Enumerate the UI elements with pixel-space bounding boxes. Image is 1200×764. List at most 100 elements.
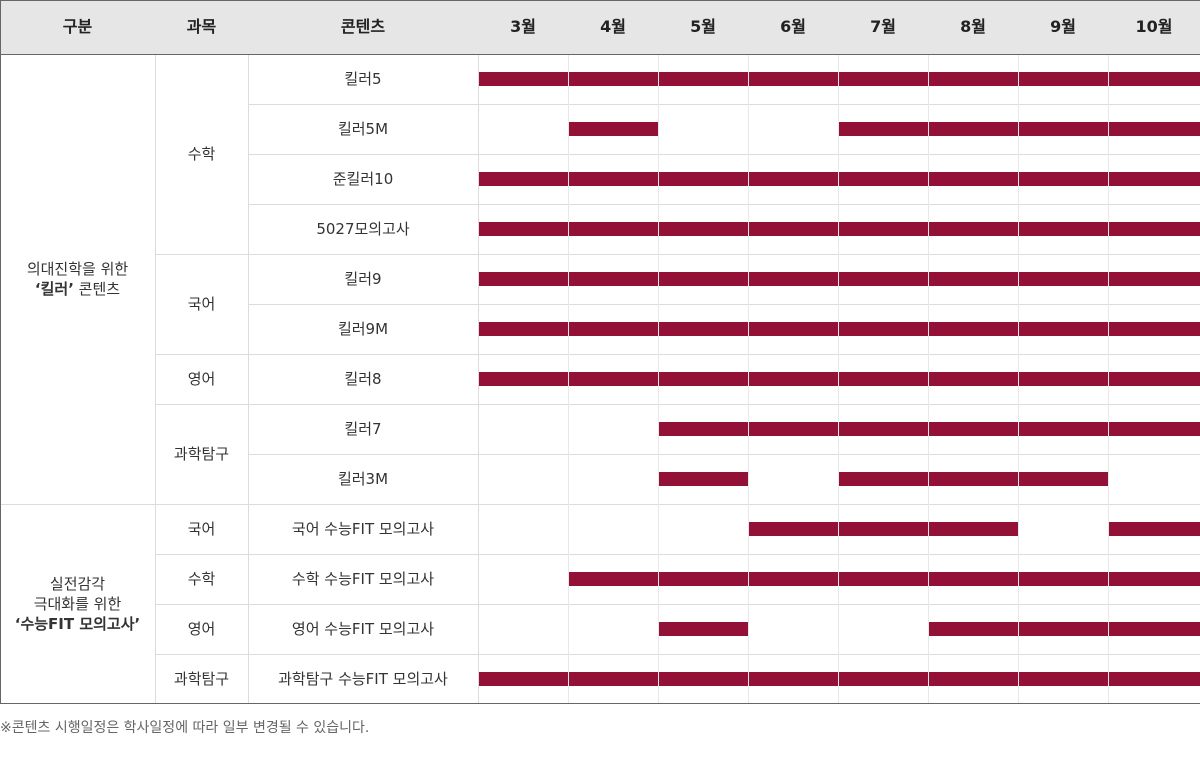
category-line: 의대진학을 위한 xyxy=(26,260,129,278)
schedule-bar xyxy=(1108,522,1200,536)
schedule-bar xyxy=(838,72,928,86)
footnote: ※콘텐츠 시행일정은 학사일정에 따라 일부 변경될 수 있습니다. xyxy=(0,720,370,736)
schedule-bar xyxy=(568,672,658,686)
schedule-bar xyxy=(928,72,1018,86)
category-line: 극대화를 위한 xyxy=(33,595,122,613)
category-line: ‘킬러’ 콘텐츠 xyxy=(34,280,121,298)
content-cell: 영어 수능FIT 모의고사 xyxy=(291,620,435,638)
content-cell: 5027모의고사 xyxy=(316,220,410,238)
schedule-bar xyxy=(568,172,658,186)
schedule-bar xyxy=(1018,322,1108,336)
schedule-bar xyxy=(838,122,928,136)
header-category: 구분 xyxy=(62,17,93,36)
header-month: 9월 xyxy=(1050,17,1076,36)
category-line: ‘수능FIT 모의고사’ xyxy=(15,614,140,634)
schedule-bar xyxy=(928,522,1018,536)
row-divider xyxy=(248,154,1200,155)
content-cell: 킬러8 xyxy=(344,370,382,388)
content-cell: 국어 수능FIT 모의고사 xyxy=(291,520,435,538)
schedule-bar xyxy=(658,222,748,236)
subject-divider xyxy=(155,654,1200,655)
schedule-bar xyxy=(478,272,568,286)
schedule-bar xyxy=(838,522,928,536)
subject-divider xyxy=(155,404,1200,405)
header-month: 5월 xyxy=(690,17,716,36)
schedule-bar xyxy=(1108,422,1200,436)
schedule-bar xyxy=(568,222,658,236)
header-subject: 과목 xyxy=(186,17,217,36)
schedule-bar xyxy=(478,72,568,86)
schedule-bar xyxy=(568,72,658,86)
header-content: 콘텐츠 xyxy=(340,17,386,36)
header-month: 3월 xyxy=(510,17,536,36)
header-month: 7월 xyxy=(870,17,896,36)
schedule-bar xyxy=(838,672,928,686)
schedule-bar xyxy=(838,572,928,586)
schedule-bar xyxy=(1108,572,1200,586)
schedule-bar xyxy=(658,322,748,336)
category-highlight: ‘킬러’ xyxy=(34,280,74,298)
schedule-bar xyxy=(928,322,1018,336)
schedule-bar xyxy=(1108,322,1200,336)
schedule-bar xyxy=(748,222,838,236)
schedule-bar xyxy=(1018,372,1108,386)
schedule-bar xyxy=(928,472,1018,486)
schedule-table: 구분 과목 콘텐츠 3월 4월 5월 6월 7월 8월 9월 10월 의대진학을 위한 ‘킬러’ 콘텐츠… xyxy=(0,0,1200,704)
schedule-bar xyxy=(1018,622,1108,636)
month-divider xyxy=(838,54,839,704)
schedule-bar xyxy=(838,322,928,336)
subject-divider xyxy=(155,604,1200,605)
month-divider xyxy=(658,54,659,704)
schedule-bar xyxy=(1108,172,1200,186)
category-cell: 의대진학을 위한 ‘킬러’ 콘텐츠 xyxy=(0,54,155,504)
schedule-bar xyxy=(658,172,748,186)
schedule-bar xyxy=(838,172,928,186)
row-divider xyxy=(248,454,1200,455)
schedule-bar xyxy=(838,422,928,436)
subject-divider xyxy=(155,554,1200,555)
schedule-bar xyxy=(1108,72,1200,86)
schedule-bar xyxy=(568,572,658,586)
schedule-bar xyxy=(478,172,568,186)
schedule-bar xyxy=(928,172,1018,186)
schedule-bar xyxy=(1018,472,1108,486)
schedule-bar xyxy=(1018,122,1108,136)
schedule-bar xyxy=(1018,422,1108,436)
schedule-bar xyxy=(1108,372,1200,386)
schedule-bar xyxy=(478,222,568,236)
schedule-bar xyxy=(1018,172,1108,186)
schedule-bar xyxy=(478,372,568,386)
content-cell: 수학 수능FIT 모의고사 xyxy=(291,570,435,588)
subject-cell: 국어 xyxy=(187,295,216,313)
schedule-bar xyxy=(1108,272,1200,286)
row-divider xyxy=(248,204,1200,205)
schedule-bar xyxy=(748,72,838,86)
subject-cell: 국어 xyxy=(187,520,216,538)
schedule-bar xyxy=(568,372,658,386)
schedule-bar xyxy=(838,372,928,386)
column-divider xyxy=(248,54,249,704)
schedule-bar xyxy=(478,322,568,336)
header-month: 4월 xyxy=(600,17,626,36)
schedule-bar xyxy=(928,272,1018,286)
subject-divider xyxy=(155,354,1200,355)
schedule-bar xyxy=(748,672,838,686)
schedule-bar xyxy=(568,272,658,286)
schedule-bar xyxy=(568,122,658,136)
schedule-bar xyxy=(928,622,1018,636)
header-bottom-border xyxy=(0,54,1200,55)
schedule-bar xyxy=(658,272,748,286)
schedule-bar xyxy=(658,622,748,636)
category-cell: 실전감각 극대화를 위한 ‘수능FIT 모의고사’ xyxy=(0,504,155,704)
schedule-bar xyxy=(748,372,838,386)
month-divider xyxy=(928,54,929,704)
schedule-bar xyxy=(928,222,1018,236)
category-highlight: ‘수능FIT 모의고사’ xyxy=(14,615,141,633)
content-cell: 과학탐구 수능FIT 모의고사 xyxy=(278,670,448,688)
schedule-bar xyxy=(928,572,1018,586)
content-cell: 킬러5M xyxy=(337,120,389,138)
content-cell: 킬러3M xyxy=(337,470,389,488)
schedule-bar xyxy=(568,322,658,336)
subject-cell: 영어 xyxy=(187,620,216,638)
table-bottom-border xyxy=(0,703,1200,704)
